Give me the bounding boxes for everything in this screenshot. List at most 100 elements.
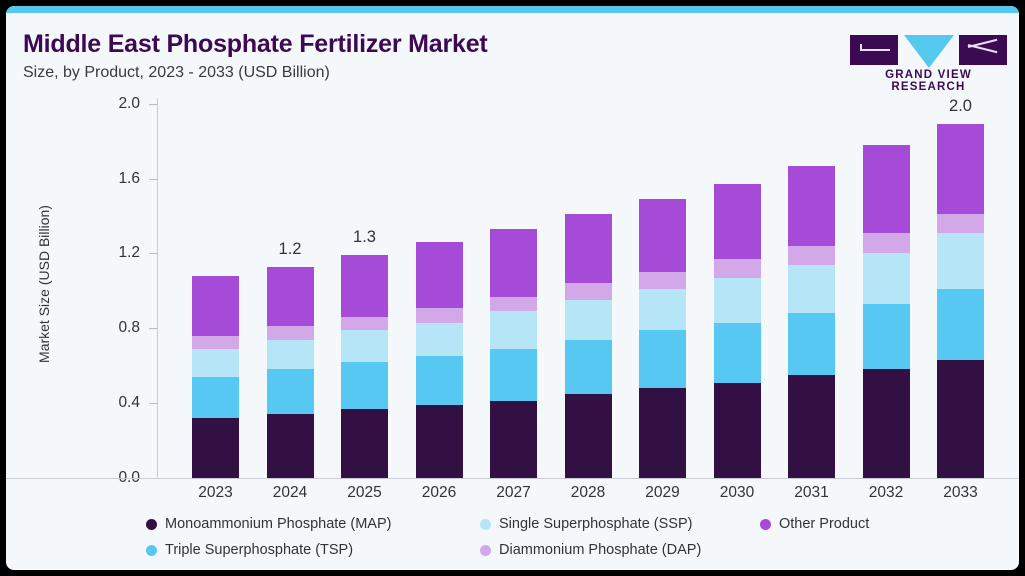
bar-column[interactable]	[490, 229, 537, 478]
bar-segment-ssp[interactable]	[266, 339, 314, 370]
bar-segment-tsp[interactable]	[341, 361, 388, 409]
bar-column[interactable]	[937, 124, 984, 478]
bar-segment-dap[interactable]	[266, 326, 314, 340]
bar-segment-ssp[interactable]	[415, 322, 463, 357]
bar-segment-dap[interactable]	[788, 245, 835, 265]
bar-segment-other[interactable]	[490, 229, 537, 297]
page-title: Middle East Phosphate Fertilizer Market	[23, 30, 488, 58]
bar-segment-map[interactable]	[937, 360, 984, 478]
bar-segment-other[interactable]	[564, 214, 612, 284]
bar-segment-ssp[interactable]	[490, 311, 537, 349]
bar-segment-tsp[interactable]	[639, 330, 686, 389]
bar-segment-ssp[interactable]	[341, 330, 388, 362]
bar-segment-map[interactable]	[639, 388, 686, 478]
y-tick-label: 1.2	[118, 244, 140, 262]
legend-item[interactable]: Monoammonium Phosphate (MAP)	[146, 516, 391, 532]
y-tick-label: 1.6	[118, 169, 140, 187]
bar-segment-tsp[interactable]	[564, 339, 612, 394]
bar-segment-other[interactable]	[862, 144, 910, 233]
bar-segment-other[interactable]	[266, 266, 314, 327]
bar-segment-other[interactable]	[192, 275, 239, 336]
y-tick-mark	[149, 178, 157, 180]
legend-item[interactable]: Triple Superphosphate (TSP)	[146, 542, 353, 558]
bar-segment-tsp[interactable]	[490, 348, 537, 402]
legend-label: Diammonium Phosphate (DAP)	[499, 542, 702, 558]
x-tick-label: 2029	[645, 484, 680, 501]
bar-column[interactable]	[341, 255, 388, 478]
legend-item[interactable]: Other Product	[760, 516, 869, 532]
legend-swatch-icon	[480, 518, 491, 530]
legend-swatch-icon	[760, 518, 771, 530]
legend-item[interactable]: Diammonium Phosphate (DAP)	[480, 542, 701, 558]
bar-segment-ssp[interactable]	[862, 253, 910, 304]
bar-segment-other[interactable]	[341, 255, 388, 318]
bar-segment-dap[interactable]	[639, 272, 686, 289]
bar-segment-ssp[interactable]	[788, 264, 835, 314]
x-tick-label: 2030	[719, 484, 755, 501]
bar-segment-dap[interactable]	[192, 335, 239, 349]
bar-segment-other[interactable]	[415, 242, 463, 308]
bar-series-area	[157, 6, 1007, 570]
bar-column[interactable]	[639, 199, 686, 478]
y-tick-label: 0.0	[118, 469, 140, 486]
bar-segment-dap[interactable]	[862, 232, 910, 254]
bar-segment-map[interactable]	[415, 405, 463, 478]
bar-segment-tsp[interactable]	[788, 313, 835, 376]
y-tick-mark	[149, 103, 157, 105]
y-axis-label: Market Size (USD Billion)	[36, 205, 52, 363]
accent-top-bar	[6, 6, 1019, 13]
legend-label: Single Superphosphate (SSP)	[499, 516, 693, 532]
bar-segment-dap[interactable]	[415, 307, 463, 323]
x-tick-label: 2025	[347, 484, 382, 501]
bar-segment-other[interactable]	[937, 124, 984, 215]
bar-segment-map[interactable]	[490, 401, 537, 478]
bar-segment-other[interactable]	[713, 184, 761, 260]
bar-segment-ssp[interactable]	[192, 348, 239, 377]
x-tick-label: 2032	[868, 484, 904, 501]
bar-segment-tsp[interactable]	[266, 369, 314, 415]
bar-segment-dap[interactable]	[490, 296, 537, 312]
y-tick-label: 0.4	[118, 394, 140, 412]
bar-column[interactable]	[862, 144, 910, 478]
logo-marks	[846, 35, 1011, 68]
bar-column[interactable]	[788, 165, 835, 478]
logo-left-block-icon	[850, 35, 898, 65]
bar-segment-ssp[interactable]	[713, 277, 761, 323]
bar-segment-tsp[interactable]	[937, 289, 984, 361]
bar-segment-ssp[interactable]	[937, 232, 984, 289]
bar-segment-map[interactable]	[788, 375, 835, 478]
legend-label: Other Product	[779, 516, 870, 532]
bar-segment-dap[interactable]	[937, 214, 984, 233]
bar-segment-other[interactable]	[788, 165, 835, 246]
x-axis-line	[6, 478, 1019, 479]
bar-column[interactable]	[266, 266, 314, 478]
bar-segment-tsp[interactable]	[415, 356, 463, 406]
legend-item[interactable]: Single Superphosphate (SSP)	[480, 516, 692, 532]
bar-segment-dap[interactable]	[341, 317, 388, 331]
bar-segment-map[interactable]	[341, 408, 388, 478]
bar-segment-map[interactable]	[564, 393, 612, 478]
bar-segment-ssp[interactable]	[639, 288, 686, 331]
bar-segment-tsp[interactable]	[862, 303, 910, 370]
y-axis-line	[157, 98, 158, 478]
bar-segment-dap[interactable]	[713, 259, 761, 278]
bar-column[interactable]	[713, 184, 761, 478]
bar-column[interactable]	[415, 242, 463, 478]
bar-segment-dap[interactable]	[564, 283, 612, 301]
bar-segment-tsp[interactable]	[713, 322, 761, 383]
bar-segment-other[interactable]	[639, 199, 686, 273]
grand-view-research-logo: GRAND VIEW RESEARCH	[846, 35, 1011, 93]
bar-segment-ssp[interactable]	[564, 300, 612, 340]
x-tick-label: 2033	[943, 484, 978, 501]
bar-segment-map[interactable]	[192, 418, 239, 478]
y-tick-label: 0.8	[118, 319, 140, 337]
bar-segment-map[interactable]	[713, 382, 761, 478]
bar-segment-map[interactable]	[862, 369, 910, 478]
bar-value-label: 2.0	[949, 97, 972, 116]
legend-label: Monoammonium Phosphate (MAP)	[165, 516, 392, 532]
bar-segment-map[interactable]	[266, 414, 314, 478]
bar-column[interactable]	[564, 214, 612, 478]
x-tick-label: 2024	[272, 484, 308, 501]
bar-column[interactable]	[192, 275, 239, 478]
bar-segment-tsp[interactable]	[192, 376, 239, 419]
